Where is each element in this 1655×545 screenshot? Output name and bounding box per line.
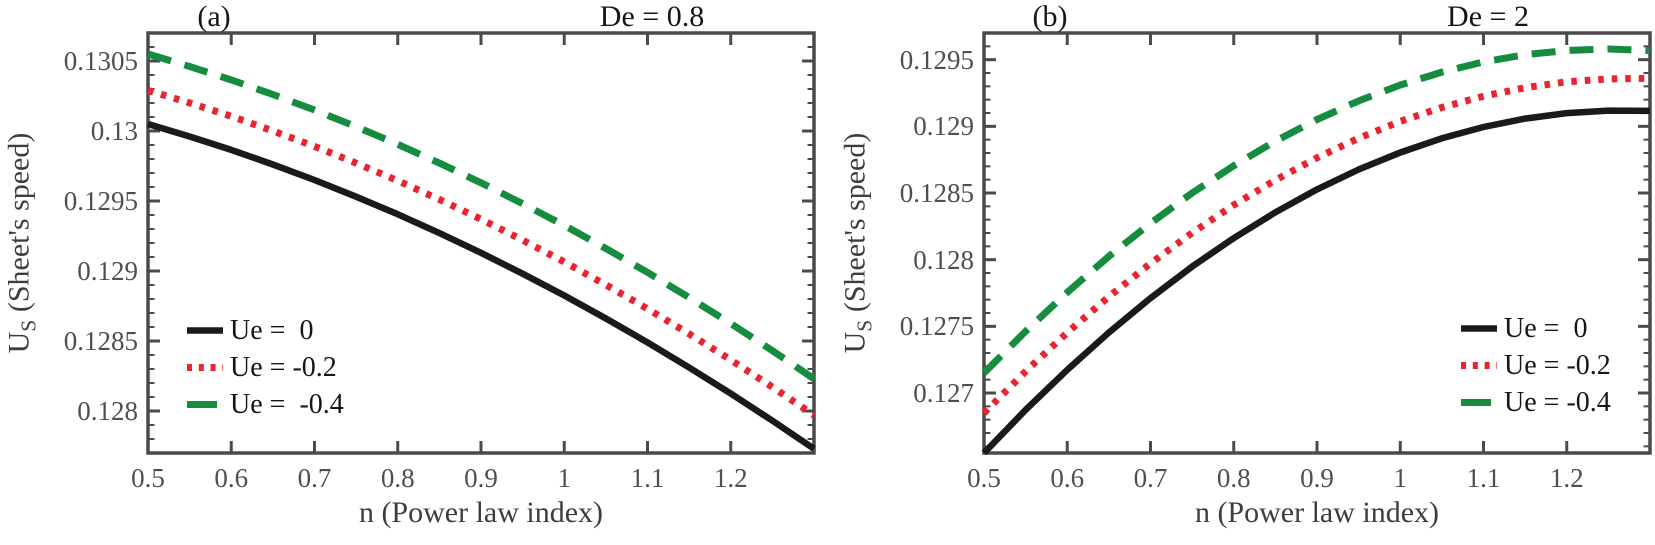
- legend-swatch-dotted-red-icon: [1461, 362, 1497, 369]
- legend-label: Ue = 0: [1504, 312, 1588, 344]
- legend-item: Ue = -0.2: [1460, 347, 1611, 384]
- legend-item: Ue = -0.4: [186, 386, 344, 423]
- plot-svg: [146, 31, 816, 455]
- y-tick-label: 0.127: [913, 378, 974, 408]
- x-tick-label: 0.9: [1300, 463, 1334, 493]
- y-tick-label: 0.1275: [899, 311, 974, 342]
- series-curve: [981, 107, 1651, 456]
- legend: Ue = 0 Ue = -0.2 Ue = -0.4: [1460, 310, 1611, 421]
- x-tick-label: 0.8: [1216, 463, 1251, 493]
- y-tick-label: 0.129: [77, 256, 138, 286]
- panel-b: (b) De = 2 n (Power law index) US (Sheet…: [836, 0, 1655, 545]
- legend-item: Ue = -0.2: [186, 349, 344, 386]
- series-curve: [981, 74, 1651, 416]
- y-tick-label: 0.1285: [63, 326, 138, 356]
- series-curve: [146, 50, 816, 382]
- y-tick-label: 0.129: [913, 111, 974, 142]
- legend-item: Ue = -0.4: [1460, 384, 1611, 421]
- x-tick-label: 1.2: [713, 463, 748, 493]
- legend-label: Ue = -0.4: [1504, 386, 1611, 418]
- panel-title: (b): [1032, 0, 1068, 33]
- x-tick-label: 1.1: [630, 463, 665, 493]
- y-tick-label: 0.1295: [63, 186, 138, 216]
- x-tick-label: 0.5: [967, 463, 1001, 493]
- x-axis-label: n (Power law index): [1194, 496, 1440, 529]
- panel-subtitle: De = 0.8: [599, 0, 705, 33]
- x-tick-label: 0.6: [1050, 463, 1085, 493]
- y-tick-label: 0.128: [77, 396, 138, 426]
- x-tick-label: 0.7: [1133, 463, 1168, 493]
- series-curve: [146, 87, 816, 419]
- y-tick-label: 0.128: [913, 244, 974, 275]
- panel-title: (a): [197, 0, 231, 33]
- x-tick-label: 1: [1393, 463, 1408, 493]
- legend-swatch-dotted-red-icon: [187, 364, 223, 371]
- x-tick-label: 0.5: [131, 463, 165, 493]
- legend-swatch-dashed-green-icon: [187, 401, 223, 408]
- legend-label: Ue = -0.2: [1504, 349, 1611, 381]
- y-tick-label: 0.1285: [899, 178, 974, 208]
- x-tick-label: 0.7: [297, 463, 332, 493]
- x-tick-label: 1.2: [1549, 463, 1584, 493]
- legend-swatch-solid-black-icon: [1461, 325, 1497, 332]
- x-axis-label: n (Power law index): [358, 496, 604, 529]
- legend-item: Ue = 0: [186, 312, 344, 349]
- legend-item: Ue = 0: [1460, 310, 1611, 347]
- legend-swatch-dashed-green-icon: [1461, 399, 1497, 406]
- x-tick-label: 1: [557, 463, 572, 493]
- legend-label: Ue = -0.2: [230, 351, 337, 383]
- legend-label: Ue = 0: [230, 314, 314, 346]
- y-tick-label: 0.1305: [63, 46, 138, 76]
- x-tick-label: 0.9: [464, 463, 498, 493]
- x-tick-label: 0.6: [214, 463, 249, 493]
- panel-a: (a) De = 0.8 n (Power law index) US (She…: [0, 0, 827, 545]
- panel-subtitle: De = 2: [1447, 0, 1529, 33]
- legend-label: Ue = -0.4: [230, 388, 344, 420]
- plot-svg: [981, 31, 1652, 456]
- y-tick-label: 0.13: [90, 116, 138, 146]
- y-tick-label: 0.1295: [899, 44, 974, 75]
- x-tick-label: 0.8: [380, 463, 415, 493]
- legend: Ue = 0 Ue = -0.2 Ue = -0.4: [186, 312, 344, 423]
- series-curve: [981, 45, 1651, 376]
- legend-swatch-solid-black-icon: [187, 327, 223, 334]
- series-curve: [147, 120, 816, 452]
- x-tick-label: 1.1: [1466, 463, 1501, 493]
- y-axis-label: US (Sheet's speed): [2, 132, 41, 354]
